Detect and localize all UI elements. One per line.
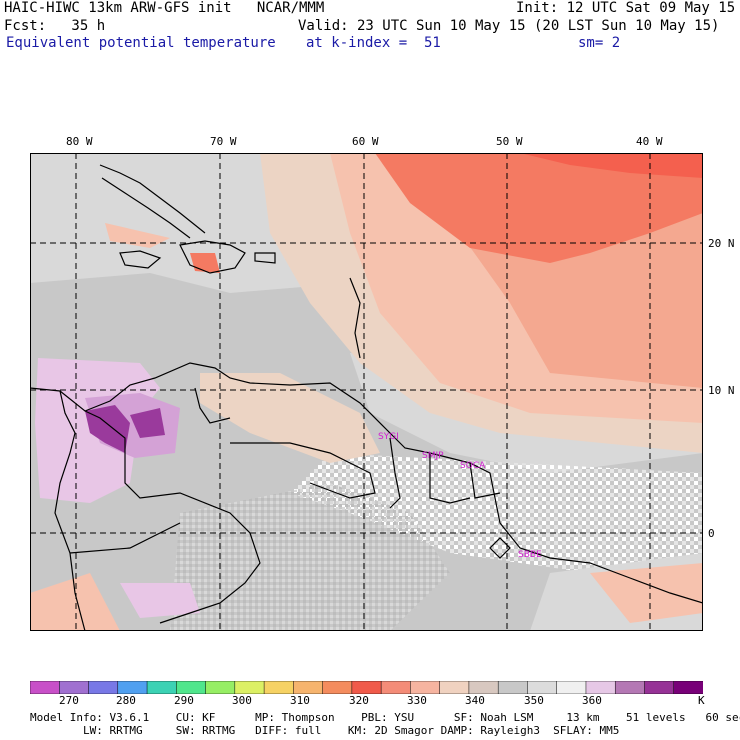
field-beige-venezuela xyxy=(200,373,380,463)
colorbar-swatch xyxy=(234,681,265,694)
border-french-guiana xyxy=(469,462,501,499)
colorbar-swatch xyxy=(88,681,119,694)
map-frame xyxy=(30,153,703,631)
border-ecuador-peru xyxy=(69,522,181,554)
border-guyana xyxy=(389,437,401,509)
colorbar-swatch xyxy=(117,681,148,694)
lon-label-60w: 60 W xyxy=(352,135,379,148)
field-hot-coral-corner xyxy=(520,153,703,178)
model-info-line2: LW: RRTMG SW: RRTMG DIFF: full KM: 2D Sm… xyxy=(30,724,620,737)
coast-lesser-antilles xyxy=(349,277,361,359)
station-sygi: SYGI xyxy=(378,432,399,442)
field-name: Equivalent potential temperature xyxy=(6,35,276,51)
border-colombia xyxy=(84,410,261,624)
colorbar-swatch xyxy=(527,681,558,694)
field-purple-core-east xyxy=(130,408,165,438)
coast-pacific xyxy=(54,390,86,631)
coastlines xyxy=(30,164,703,631)
field-peach-southwest xyxy=(30,573,120,631)
station-soca: SOCA xyxy=(460,461,486,471)
colorbar-label-330: 330 xyxy=(407,694,427,707)
colorbar-swatch xyxy=(322,681,353,694)
field-lavender-south xyxy=(120,583,200,618)
colorbar-swatch xyxy=(497,681,529,694)
colorbar-swatch xyxy=(410,681,441,694)
lat-label-0: 0 xyxy=(708,527,715,540)
coast-cuba-north xyxy=(99,164,206,234)
coast-puerto-rico xyxy=(254,252,276,264)
field-peach-cuba xyxy=(105,223,170,248)
colorbar xyxy=(30,681,703,694)
header-title: HAIC-HIWC 13km ARW-GFS init NCAR/MMM xyxy=(4,0,325,16)
colorbar-label-290: 290 xyxy=(174,694,194,707)
lon-label-70w: 70 W xyxy=(210,135,237,148)
colorbar-swatch xyxy=(439,681,470,694)
coast-lake-maracaibo xyxy=(194,387,231,424)
colorbar-swatch xyxy=(30,681,61,694)
colorbar-swatch xyxy=(614,681,646,694)
forecast-hour: Fcst: 35 h xyxy=(4,18,106,34)
smoothing-label: sm= 2 xyxy=(578,35,621,51)
field-peach-southeast xyxy=(590,563,703,623)
colorbar-swatch xyxy=(351,681,382,694)
colorbar-label-270: 270 xyxy=(59,694,79,707)
field-coral-north xyxy=(375,153,703,263)
colorbar-label-300: 300 xyxy=(232,694,252,707)
colorbar-swatch xyxy=(293,681,324,694)
level-label: at k-index = 51 xyxy=(306,35,441,51)
coast-marajo xyxy=(489,537,511,559)
station-labels: SYGI SMJP SOCA SBBE xyxy=(378,432,542,560)
coast-south-america-north xyxy=(30,362,703,604)
border-suriname xyxy=(429,453,471,504)
lon-label-80w: 80 W xyxy=(66,135,93,148)
colorbar-swatch xyxy=(263,681,295,694)
colorbar-swatch xyxy=(585,681,616,694)
init-time: Init: 12 UTC Sat 09 May 15 xyxy=(516,0,736,16)
colorbar-swatch xyxy=(556,681,587,694)
valid-time: Valid: 23 UTC Sun 10 May 15 (20 LST Sun … xyxy=(298,18,720,34)
colorbar-swatch xyxy=(59,681,90,694)
lat-label-10n: 10 N xyxy=(708,384,735,397)
lon-label-50w: 50 W xyxy=(496,135,523,148)
colorbar-label-320: 320 xyxy=(349,694,369,707)
colorbar-label-340: 340 xyxy=(465,694,485,707)
colorbar-swatch xyxy=(644,681,675,694)
station-smjp: SMJP xyxy=(422,451,444,461)
colorbar-label-310: 310 xyxy=(290,694,310,707)
colorbar-swatch xyxy=(673,681,703,694)
coast-hispaniola xyxy=(179,240,246,274)
lat-label-20n: 20 N xyxy=(708,237,735,250)
theta-e-map: SYGI SMJP SOCA SBBE xyxy=(30,153,703,631)
colorbar-label-350: 350 xyxy=(524,694,544,707)
colorbar-swatch xyxy=(205,681,236,694)
field-white-band xyxy=(290,453,703,573)
colorbar-label-280: 280 xyxy=(116,694,136,707)
coast-jamaica xyxy=(119,250,162,269)
graticule xyxy=(30,153,703,631)
model-info-line1: Model Info: V3.6.1 CU: KF MP: Thompson P… xyxy=(30,711,740,724)
coast-cuba-south xyxy=(101,177,191,239)
colorbar-swatch xyxy=(468,681,499,694)
lon-label-40w: 40 W xyxy=(636,135,663,148)
field-speckle-amazon xyxy=(170,483,450,631)
colorbar-swatch xyxy=(146,681,178,694)
colorbar-label-360: 360 xyxy=(582,694,602,707)
colorbar-unit: K xyxy=(698,694,705,707)
field-purple-core-west xyxy=(85,405,130,453)
colorbar-swatch xyxy=(380,681,412,694)
border-venezuela xyxy=(230,442,376,499)
station-sbbe: SBBE xyxy=(518,550,542,560)
colorbar-swatch xyxy=(176,681,207,694)
